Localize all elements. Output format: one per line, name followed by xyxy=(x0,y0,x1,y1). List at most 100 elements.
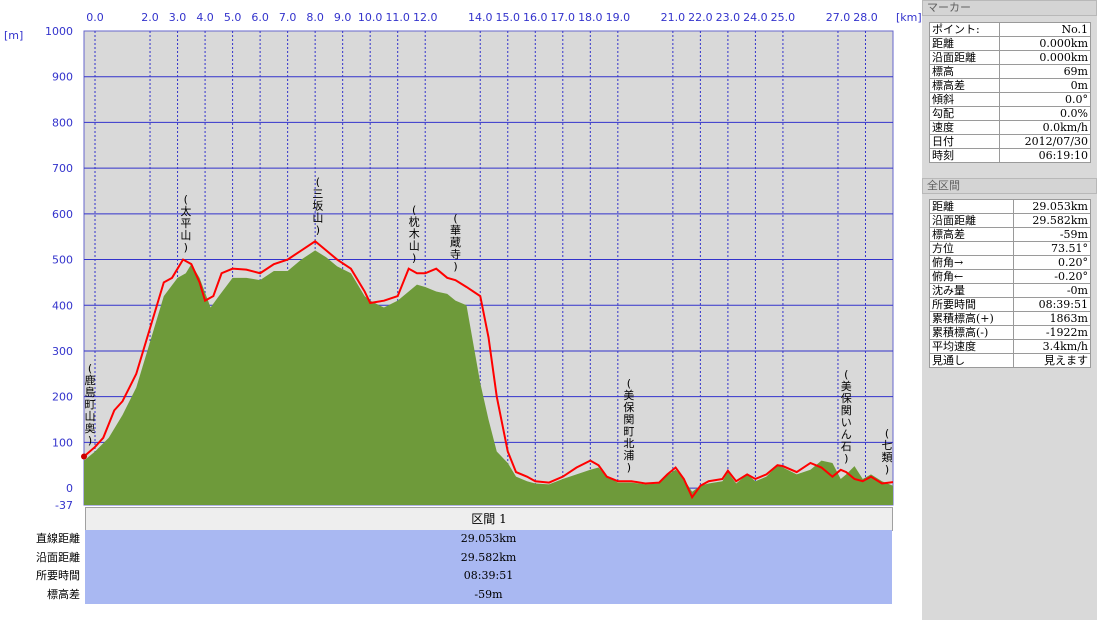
y-tick-label: 100 xyxy=(52,436,73,449)
marker-row: ポイント: No.1 xyxy=(928,22,1091,37)
x-axis-unit: [km] xyxy=(896,11,922,24)
y-axis-unit: [m] xyxy=(4,29,23,42)
waypoint-annotations: (鹿島町山奥) (太平山) (三坂山) (枕木山) (華蔵寺) (美保関町北浦) (美保関い… xyxy=(85,176,893,476)
total-label: 所要時間 xyxy=(928,297,1015,312)
side-panel: マーカー ポイント: No.1 距離 0.000km 沿面距離 0.000km 標高 69m 標… xyxy=(922,0,1097,620)
x-tick-label: 23.0 xyxy=(716,11,741,24)
x-tick-label: 11.0 xyxy=(385,11,410,24)
total-row: 距離 29.053km xyxy=(928,199,1091,214)
total-row: 沈み量 -0m xyxy=(928,283,1091,298)
marker-panel-title[interactable]: マーカー xyxy=(922,0,1097,16)
y-tick-label: 400 xyxy=(52,299,73,312)
marker-value: 0.0% xyxy=(999,106,1091,121)
terrain-area xyxy=(84,250,893,505)
marker-value: 69m xyxy=(999,64,1091,79)
total-label: 距離 xyxy=(928,199,1015,214)
marker-value: No.1 xyxy=(999,22,1091,37)
y-tick-label: -37 xyxy=(55,499,73,512)
waypoint-label: (枕木山) xyxy=(409,204,420,265)
x-tick-label: 14.0 xyxy=(468,11,493,24)
marker-value: 0.000km xyxy=(999,36,1091,51)
x-tick-label: 22.0 xyxy=(688,11,713,24)
total-value: -59m xyxy=(1013,227,1091,242)
total-row: 累積標高(+) 1863m xyxy=(928,311,1091,326)
x-tick-label: 8.0 xyxy=(306,11,324,24)
series-group xyxy=(81,240,894,505)
elevation-profile-chart: 0.0 2.0 3.0 4.0 5.0 6.0 7.0 8.0 9.0 10.0 11.0 12.0 1… xyxy=(4,11,922,512)
x-tick-label: 5.0 xyxy=(224,11,242,24)
total-value: 0.20° xyxy=(1013,255,1091,270)
marker-value: 0.0km/h xyxy=(999,120,1091,135)
x-tick-labels: 0.0 2.0 3.0 4.0 5.0 6.0 7.0 8.0 9.0 10.0 11.0 12.0 1… xyxy=(86,11,877,24)
waypoint-label: (太平山) xyxy=(180,193,191,254)
marker-row: 傾斜 0.0° xyxy=(928,92,1091,107)
x-tick-label: 18.0 xyxy=(578,11,603,24)
marker-row: 沿面距離 0.000km xyxy=(928,50,1091,65)
marker-row: 日付 2012/07/30 xyxy=(928,134,1091,149)
marker-info-table: ポイント: No.1 距離 0.000km 沿面距離 0.000km 標高 69m 標高差 0m 傾… xyxy=(928,22,1091,163)
total-value: -1922m xyxy=(1013,325,1091,340)
x-tick-label: 16.0 xyxy=(523,11,548,24)
section-stat-labels: 直線距離 沿面距離 所要時間 標高差 xyxy=(0,530,80,604)
waypoint-label: (七類) xyxy=(882,427,893,476)
total-row: 沿面距離 29.582km xyxy=(928,213,1091,228)
marker-row: 勾配 0.0% xyxy=(928,106,1091,121)
marker-value: 0m xyxy=(999,78,1091,93)
marker-label: 沿面距離 xyxy=(928,50,1001,65)
x-tick-label: 4.0 xyxy=(196,11,214,24)
stat-label-straight-distance: 直線距離 xyxy=(36,532,80,545)
y-tick-label: 0 xyxy=(66,482,73,495)
x-tick-label: 6.0 xyxy=(251,11,269,24)
total-info-table: 距離 29.053km 沿面距離 29.582km 標高差 -59m 方位 73.51° 俯角→… xyxy=(928,199,1091,368)
x-tick-label: 10.0 xyxy=(358,11,383,24)
stat-value-elapsed-time: 08:39:51 xyxy=(463,569,514,582)
x-tick-label: 12.0 xyxy=(413,11,438,24)
waypoint-label: (三坂山) xyxy=(312,176,323,237)
total-row: 見通し 見えます xyxy=(928,353,1091,368)
y-tick-label: 500 xyxy=(52,254,73,267)
x-tick-label: 28.0 xyxy=(853,11,878,24)
total-label: 沈み量 xyxy=(928,283,1015,298)
total-panel-title[interactable]: 全区間 xyxy=(922,178,1097,194)
stat-label-surface-distance: 沿面距離 xyxy=(36,550,80,564)
x-tick-label: 9.0 xyxy=(334,11,352,24)
total-row: 累積標高(-) -1922m xyxy=(928,325,1091,340)
marker-label: 距離 xyxy=(928,36,1001,51)
total-value: 08:39:51 xyxy=(1013,297,1091,312)
total-value: -0m xyxy=(1013,283,1091,298)
x-tick-label: 17.0 xyxy=(551,11,576,24)
marker-label: 傾斜 xyxy=(928,92,1001,107)
y-tick-label: 700 xyxy=(52,162,73,175)
marker-value: 0.0° xyxy=(999,92,1091,107)
marker-row: 速度 0.0km/h xyxy=(928,120,1091,135)
total-value: 3.4km/h xyxy=(1013,339,1091,354)
marker-label: 勾配 xyxy=(928,106,1001,121)
total-value: 見えます xyxy=(1013,353,1091,368)
x-tick-label: 25.0 xyxy=(771,11,796,24)
marker-label: 標高差 xyxy=(928,78,1001,93)
total-row: 所要時間 08:39:51 xyxy=(928,297,1091,312)
x-tick-label: 21.0 xyxy=(661,11,686,24)
x-tick-label: 15.0 xyxy=(496,11,521,24)
stat-value-elevation-diff: -59m xyxy=(474,587,503,601)
x-tick-label: 24.0 xyxy=(743,11,768,24)
stat-value-straight-distance: 29.053km xyxy=(460,532,517,545)
total-label: 累積標高(-) xyxy=(928,325,1015,340)
stat-label-elapsed-time: 所要時間 xyxy=(36,569,80,582)
total-value: 29.053km xyxy=(1013,199,1091,214)
total-row: 俯角→ 0.20° xyxy=(928,255,1091,270)
y-tick-label: 900 xyxy=(52,71,73,84)
waypoint-label: (美保関町北浦) xyxy=(623,377,634,474)
marker-row: 時刻 06:19:10 xyxy=(928,148,1091,163)
x-tick-label: 2.0 xyxy=(141,11,159,24)
waypoint-label: (鹿島町山奥) xyxy=(85,362,96,447)
total-row: 標高差 -59m xyxy=(928,227,1091,242)
total-value: -0.20° xyxy=(1013,269,1091,284)
total-label: 沿面距離 xyxy=(928,213,1015,228)
total-row: 俯角← -0.20° xyxy=(928,269,1091,284)
section-header[interactable]: 区間 1 xyxy=(85,507,893,531)
total-label: 累積標高(+) xyxy=(928,311,1015,326)
x-tick-label: 3.0 xyxy=(169,11,187,24)
total-label: 俯角→ xyxy=(928,255,1015,270)
marker-row: 標高差 0m xyxy=(928,78,1091,93)
